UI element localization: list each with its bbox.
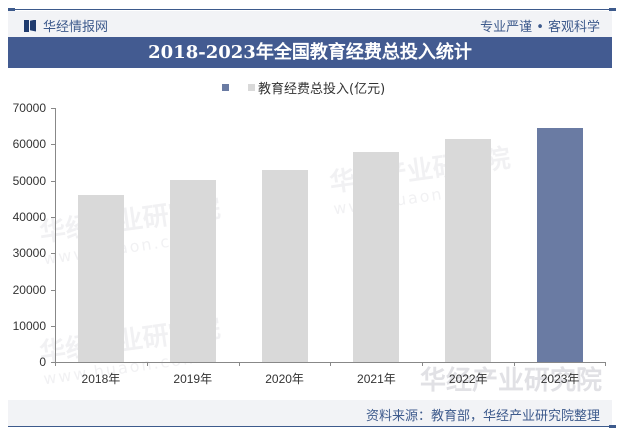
chart-title: 2018-2023年全国教育经费总投入统计 [8,37,612,68]
x-tick-label: 2020年 [265,372,304,386]
x-tick [330,362,331,366]
x-tick [514,362,515,366]
top-border-accent-left [8,8,15,11]
y-tick-label: 10000 [12,319,46,333]
x-tick-label: 2018年 [81,372,121,386]
x-tick [55,362,56,366]
bottom-border-line [8,426,616,427]
bar-2018年 [77,194,124,362]
legend-swatch-highlight-icon [222,84,229,91]
brand-name: 华经情报网 [43,20,109,35]
y-tick [51,253,55,254]
y-tick-label: 0 [39,355,46,369]
y-tick-label: 30000 [12,246,46,260]
x-tick-label: 2021年 [357,372,396,386]
x-tick-label: 2023年 [540,372,580,386]
y-tick [51,181,55,182]
y-axis [55,108,56,362]
bar-2019年 [169,179,216,362]
source-note: 资料来源：教育部，华经产业研究院整理 [365,409,600,424]
y-tick [51,144,55,145]
y-tick [51,217,55,218]
x-tick-label: 2022年 [448,372,488,386]
x-tick [422,362,423,366]
bottom-border-accent [609,425,616,428]
y-tick-label: 60000 [12,137,46,151]
slogan: 专业严谨 • 客观科学 [480,20,600,35]
y-tick-label: 50000 [12,174,46,188]
legend-label: 教育经费总投入(亿元) [258,82,386,97]
brand: 华经情报网 [24,16,108,35]
chart-legend: 教育经费总投入(亿元) [222,78,385,97]
y-tick [51,362,55,363]
bar-2023年 [537,127,584,362]
bar-2020年 [261,169,308,362]
y-tick-label: 70000 [12,101,46,115]
brand-logo-icon [24,19,37,32]
bar-2021年 [353,152,400,362]
header-bar: 华经情报网 专业严谨 • 客观科学 [8,11,612,37]
y-tick [51,108,55,109]
y-tick [51,326,55,327]
x-tick [239,362,240,366]
footer-bar: 资料来源：教育部，华经产业研究院整理 [8,400,612,426]
x-tick-label: 2019年 [173,372,213,386]
y-tick-label: 40000 [12,210,46,224]
x-tick [605,362,606,366]
bar-2022年 [445,139,492,362]
legend-swatch-icon [248,84,255,91]
top-border-accent-right [609,8,616,11]
top-border-line [8,9,616,10]
y-tick [51,290,55,291]
x-tick [147,362,148,366]
y-tick-label: 20000 [12,283,46,297]
